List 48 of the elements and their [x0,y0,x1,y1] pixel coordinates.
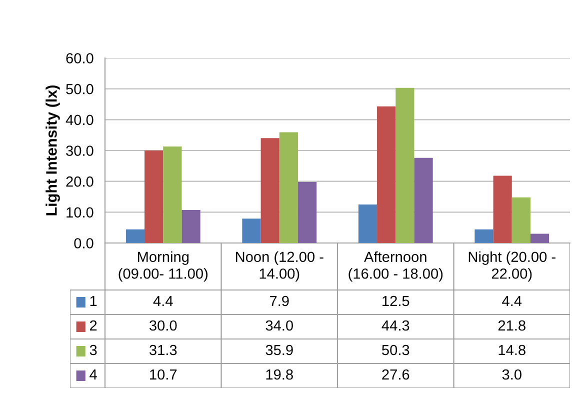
bar [242,218,261,243]
bar [260,138,280,243]
data-label: 12.5 [382,296,410,306]
data-label: 10.7 [150,369,177,380]
legend-label: 1 [90,296,97,306]
data-label: 50.3 [382,344,410,356]
x-tick-label: Noon (12.00 - 14.00) [236,251,324,282]
data-label: 27.6 [382,369,410,380]
bar [358,204,378,243]
x-tick-label: Morning (09.00- 11.00) [118,251,208,282]
bar [377,106,396,243]
data-label: 44.3 [382,320,410,331]
bar [144,150,164,243]
bar [163,146,182,243]
bar [530,234,550,243]
y-tick-label: 30.0 [66,146,94,156]
legend-label: 3 [90,344,97,356]
data-label: 7.9 [270,296,289,306]
y-tick-label: 20.0 [66,176,94,187]
bar [474,229,494,243]
bar [182,210,200,243]
bar [396,88,414,243]
legend-label: 4 [90,369,97,380]
y-tick-label: 60.0 [66,53,94,64]
data-label: 21.8 [498,320,526,331]
data-label: 34.0 [266,320,293,331]
legend-label: 2 [90,320,97,331]
y-tick-label: 40.0 [66,114,94,126]
data-label: 4.4 [502,296,522,306]
y-tick-label: 50.0 [66,84,94,94]
y-tick-label: 0.0 [74,238,94,248]
data-label: 19.8 [266,369,293,380]
bar [414,158,433,243]
data-label: 4.4 [153,296,173,306]
y-tick-label: 10.0 [66,207,94,218]
bar [279,132,298,243]
bar [126,229,145,243]
data-label: 14.8 [498,344,526,356]
data-label: 3.0 [502,369,522,380]
bar [493,176,512,243]
bar [512,197,530,243]
x-tick-label: Night (20.00 - 22.00) [468,251,556,282]
data-label: 35.9 [266,344,293,356]
y-axis-title: Light Intensity (lx) [46,85,60,216]
data-label: 30.0 [149,320,177,331]
bar [298,182,317,243]
x-tick-label: Afternoon (16.00 - 18.00) [348,251,443,282]
data-label: 31.3 [149,344,177,356]
